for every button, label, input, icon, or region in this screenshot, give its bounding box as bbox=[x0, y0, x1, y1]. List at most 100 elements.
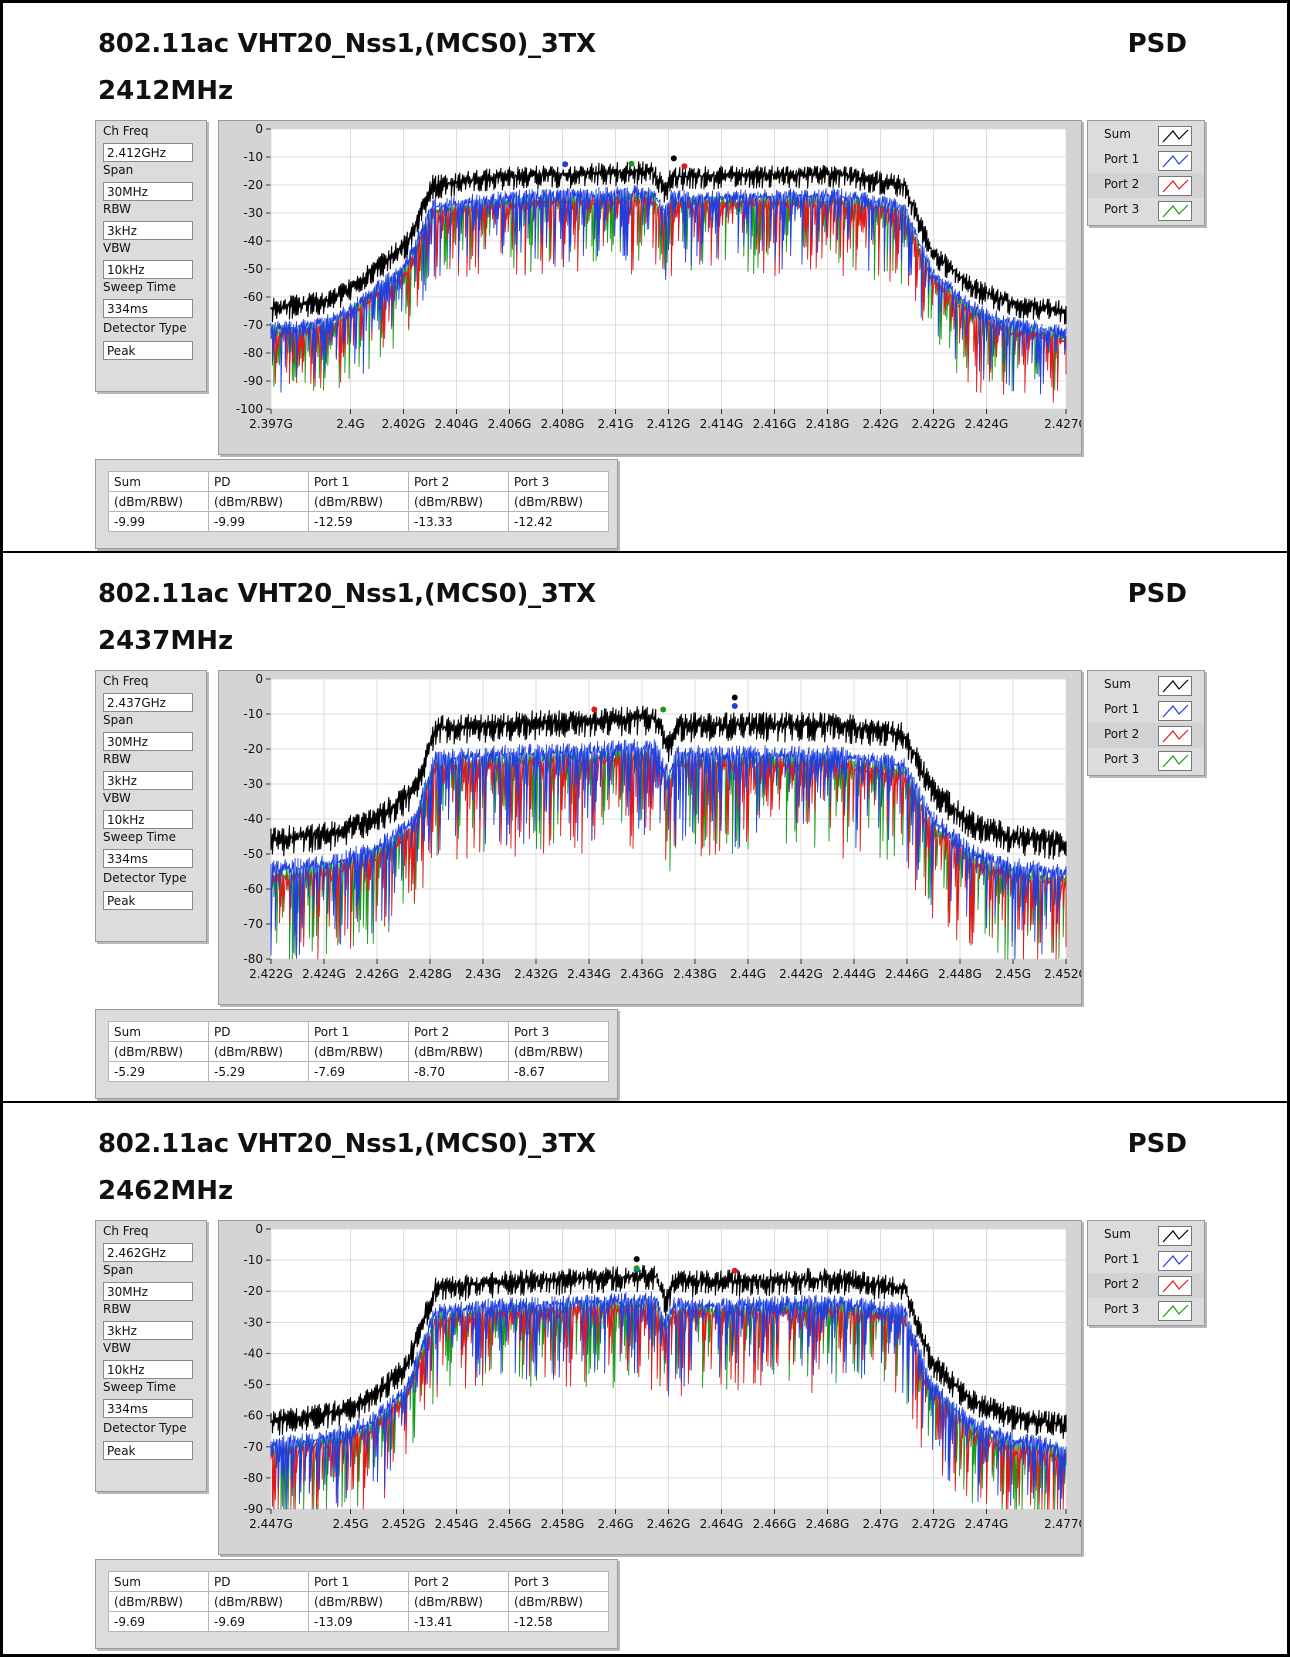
psd-graph[interactable]: 0 -10 -20 -30 -40 -50 -60 -70 -80 -90 -100 2.397G 2.… bbox=[218, 120, 1082, 455]
legend-label: Port 3 bbox=[1104, 1302, 1140, 1316]
psd-graph[interactable]: 0 -10 -20 -30 -40 -50 -60 -70 -80 2.422G 2.424G 2.4… bbox=[218, 670, 1082, 1005]
table-cell: Port 3 bbox=[508, 1021, 609, 1042]
rbw-field[interactable]: 3kHz bbox=[103, 771, 193, 790]
y-tick-label: -50 bbox=[243, 847, 263, 861]
span-label: Span bbox=[103, 1263, 134, 1277]
span-field[interactable]: 30MHz bbox=[103, 1282, 193, 1301]
detector-type-label: Detector Type bbox=[103, 871, 187, 885]
legend-item-port3[interactable]: Port 3 bbox=[1088, 748, 1204, 773]
x-tick-label: 2.424G bbox=[965, 417, 1009, 431]
plot-legend: Sum Port 1 Port 2 Port 3 bbox=[1087, 670, 1205, 776]
legend-item-port2[interactable]: Port 2 bbox=[1088, 723, 1204, 748]
x-tick-label: 2.464G bbox=[700, 1517, 744, 1531]
psd-graph[interactable]: 0 -10 -20 -30 -40 -50 -60 -70 -80 -90 2.447G 2.45G 2… bbox=[218, 1220, 1082, 1555]
trace-sum bbox=[270, 705, 1067, 860]
x-tick-label: 2.448G bbox=[938, 967, 982, 981]
trace-swatch-icon bbox=[1158, 126, 1192, 146]
y-tick-label: -20 bbox=[243, 742, 263, 756]
table-cell: (dBm/RBW) bbox=[508, 491, 609, 512]
x-tick-label: 2.427G bbox=[1044, 417, 1081, 431]
x-tick-label: 2.458G bbox=[541, 1517, 585, 1531]
y-tick-label: 0 bbox=[255, 1222, 263, 1236]
plot-legend: Sum Port 1 Port 2 Port 3 bbox=[1087, 120, 1205, 226]
plot-legend: Sum Port 1 Port 2 Port 3 bbox=[1087, 1220, 1205, 1326]
legend-item-sum[interactable]: Sum bbox=[1088, 1223, 1204, 1248]
y-tick-label: -70 bbox=[243, 318, 263, 332]
detector-type-field[interactable]: Peak bbox=[103, 891, 193, 910]
x-tick-label: 2.472G bbox=[912, 1517, 956, 1531]
trace-port-1 bbox=[270, 1291, 1067, 1510]
legend-item-port1[interactable]: Port 1 bbox=[1088, 1248, 1204, 1273]
rbw-field[interactable]: 3kHz bbox=[103, 1321, 193, 1340]
table-cell: -8.70 bbox=[408, 1061, 509, 1082]
table-cell: (dBm/RBW) bbox=[508, 1041, 609, 1062]
table-cell: -5.29 bbox=[208, 1061, 309, 1082]
trace-swatch-icon bbox=[1158, 201, 1192, 221]
trace-swatch-icon bbox=[1158, 1301, 1192, 1321]
sweep-time-field[interactable]: 334ms bbox=[103, 1399, 193, 1418]
x-tick-label: 2.446G bbox=[885, 967, 929, 981]
y-tick-label: -30 bbox=[243, 206, 263, 220]
trace-swatch-icon bbox=[1158, 676, 1192, 696]
ch-freq-field[interactable]: 2.437GHz bbox=[103, 693, 193, 712]
x-tick-label: 2.404G bbox=[435, 417, 479, 431]
vbw-field[interactable]: 10kHz bbox=[103, 1360, 193, 1379]
trace-port-1 bbox=[270, 738, 1067, 960]
legend-item-port2[interactable]: Port 2 bbox=[1088, 173, 1204, 198]
table-cell: Port 3 bbox=[508, 1571, 609, 1592]
table-values-row: -5.29 -5.29 -7.69 -8.70 -8.67 bbox=[108, 1061, 609, 1082]
table-cell: Port 1 bbox=[308, 1571, 409, 1592]
psd-label: PSD bbox=[1127, 29, 1187, 59]
table-cell: (dBm/RBW) bbox=[208, 1591, 309, 1612]
legend-item-port3[interactable]: Port 3 bbox=[1088, 198, 1204, 223]
y-tick-label: -10 bbox=[243, 1253, 263, 1267]
y-tick-label: -30 bbox=[243, 1315, 263, 1329]
x-tick-label: 2.442G bbox=[779, 967, 823, 981]
ch-freq-field[interactable]: 2.412GHz bbox=[103, 143, 193, 162]
table-units-row: (dBm/RBW) (dBm/RBW) (dBm/RBW) (dBm/RBW) … bbox=[108, 491, 609, 512]
legend-item-port1[interactable]: Port 1 bbox=[1088, 698, 1204, 723]
vbw-field[interactable]: 10kHz bbox=[103, 810, 193, 829]
y-tick-label: -20 bbox=[243, 178, 263, 192]
table-cell: Sum bbox=[108, 1571, 209, 1592]
legend-item-sum[interactable]: Sum bbox=[1088, 123, 1204, 148]
ch-freq-field[interactable]: 2.462GHz bbox=[103, 1243, 193, 1262]
rbw-label: RBW bbox=[103, 752, 132, 766]
table-cell: (dBm/RBW) bbox=[308, 1591, 409, 1612]
y-tick-label: -90 bbox=[243, 1502, 263, 1516]
detector-type-field[interactable]: Peak bbox=[103, 1441, 193, 1460]
peak-marker bbox=[681, 163, 688, 170]
span-field[interactable]: 30MHz bbox=[103, 732, 193, 751]
x-tick-label: 2.418G bbox=[806, 417, 850, 431]
y-tick-label: -60 bbox=[243, 290, 263, 304]
table-cell: Sum bbox=[108, 1021, 209, 1042]
ch-freq-label: Ch Freq bbox=[103, 1224, 149, 1238]
sweep-time-label: Sweep Time bbox=[103, 280, 176, 294]
detector-type-field[interactable]: Peak bbox=[103, 341, 193, 360]
sweep-time-field[interactable]: 334ms bbox=[103, 299, 193, 318]
sweep-time-label: Sweep Time bbox=[103, 830, 176, 844]
legend-item-sum[interactable]: Sum bbox=[1088, 673, 1204, 698]
legend-item-port1[interactable]: Port 1 bbox=[1088, 148, 1204, 173]
sweep-time-field[interactable]: 334ms bbox=[103, 849, 193, 868]
table-cell: (dBm/RBW) bbox=[208, 1041, 309, 1062]
x-tick-label: 2.46G bbox=[597, 1517, 633, 1531]
x-tick-label: 2.462G bbox=[647, 1517, 691, 1531]
vbw-field[interactable]: 10kHz bbox=[103, 260, 193, 279]
y-tick-label: -10 bbox=[243, 707, 263, 721]
peak-marker bbox=[731, 694, 738, 701]
trace-swatch-icon bbox=[1158, 726, 1192, 746]
legend-item-port3[interactable]: Port 3 bbox=[1088, 1298, 1204, 1323]
legend-item-port2[interactable]: Port 2 bbox=[1088, 1273, 1204, 1298]
rbw-field[interactable]: 3kHz bbox=[103, 221, 193, 240]
section-frequency: 2462MHz bbox=[98, 1176, 234, 1206]
table-cell: -9.99 bbox=[208, 511, 309, 532]
table-cell: -5.29 bbox=[108, 1061, 209, 1082]
span-field[interactable]: 30MHz bbox=[103, 182, 193, 201]
psd-section-2412: 802.11ac VHT20_Nss1,(MCS0)_3TX 2412MHz P… bbox=[3, 3, 1287, 553]
table-cell: -13.33 bbox=[408, 511, 509, 532]
table-cell: (dBm/RBW) bbox=[408, 1041, 509, 1062]
x-tick-label: 2.452G bbox=[1044, 967, 1081, 981]
table-cell: (dBm/RBW) bbox=[308, 491, 409, 512]
y-tick-label: -60 bbox=[243, 882, 263, 896]
